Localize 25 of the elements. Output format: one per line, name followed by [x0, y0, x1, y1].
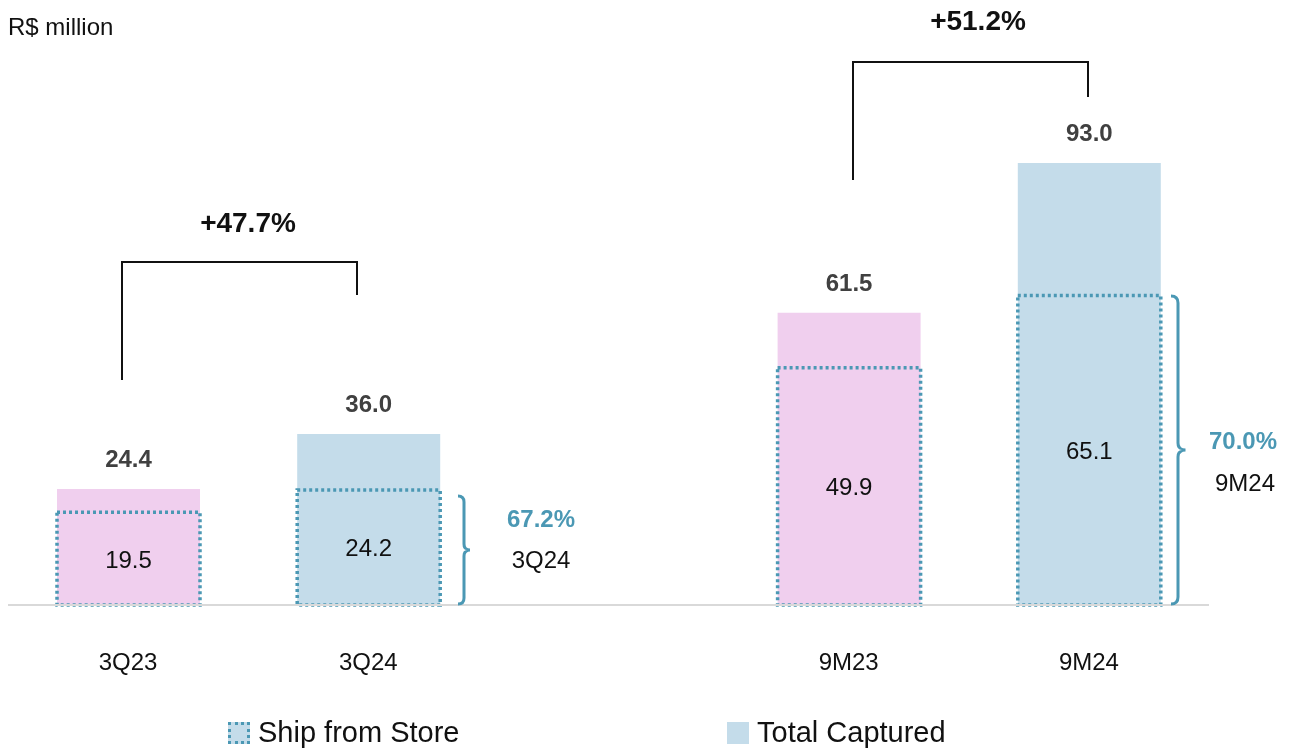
data-label: 19.5 — [105, 545, 152, 573]
bar — [777, 312, 921, 605]
text: 9M24 — [1214, 469, 1276, 496]
bar — [1017, 163, 1161, 605]
x-tick-label: 9M23 — [818, 648, 879, 676]
annotation: 70.0% — [1208, 427, 1278, 454]
data-label: 36.0 — [345, 389, 393, 417]
annotation: 3Q24 — [511, 546, 571, 573]
data-label: 24.4 — [105, 445, 153, 473]
data-label: 61.5 — [825, 268, 873, 296]
x-tick-label: 9M24 — [1058, 648, 1119, 676]
text: R$ million — [8, 13, 114, 40]
legend-label: Ship from Store — [258, 716, 460, 749]
data-label: 65.1 — [1065, 437, 1113, 465]
annotation: +47.7% — [200, 207, 296, 238]
data-label: 49.9 — [825, 473, 873, 501]
legend-label: Total Captured — [757, 716, 946, 749]
x-tick-label: 3Q24 — [338, 648, 398, 676]
bar — [57, 489, 200, 605]
bar — [297, 433, 441, 605]
text: +51.2% — [930, 5, 1026, 36]
data-label: 93.0 — [1065, 119, 1113, 146]
x-tick-label: 3Q23 — [98, 648, 158, 676]
data-label: 24.2 — [345, 534, 393, 562]
annotation: 67.2% — [506, 505, 576, 532]
